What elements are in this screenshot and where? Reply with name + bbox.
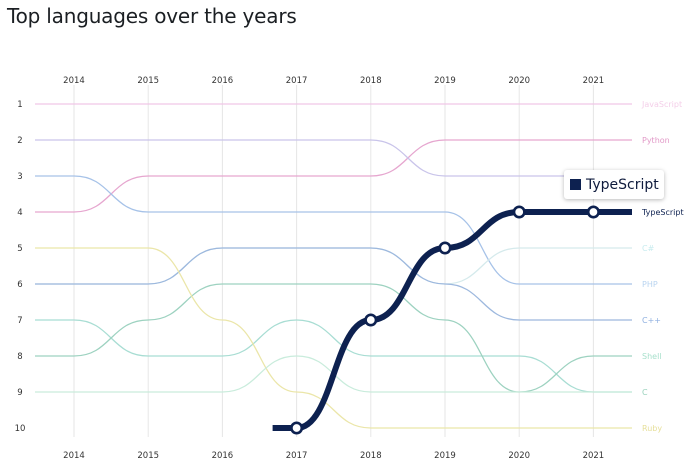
- y-tick-label: 2: [17, 136, 22, 146]
- x-tick-label-bottom: 2016: [212, 451, 234, 461]
- end-label: C#: [642, 244, 655, 253]
- x-tick-label-top: 2020: [508, 76, 530, 86]
- end-labels: JavaScript Python TypeScript C# PHP C++ Shell C…: [641, 100, 684, 433]
- series-typescript-line[interactable]: [272, 209, 632, 431]
- y-tick-label: 6: [17, 280, 22, 290]
- end-label: JavaScript: [641, 100, 682, 109]
- series-java-line[interactable]: [35, 139, 632, 177]
- tooltip-label: TypeScript: [586, 176, 659, 193]
- end-label: TypeScript: [641, 208, 684, 217]
- y-axis: 1 2 3 4 5 6 7 8 9 10: [15, 100, 26, 434]
- end-label: Shell: [642, 352, 662, 361]
- x-tick-label-top: 2019: [434, 76, 456, 86]
- x-tick-label-bottom: 2020: [508, 451, 530, 461]
- x-tick-label-top: 2016: [212, 76, 234, 86]
- x-tick-label-top: 2021: [583, 76, 605, 86]
- y-tick-label: 4: [17, 208, 22, 218]
- typescript-point[interactable]: [290, 421, 304, 435]
- series-php-line[interactable]: [35, 175, 632, 285]
- y-tick-label: 8: [17, 352, 22, 362]
- series-ruby-line[interactable]: [35, 247, 632, 429]
- x-tick-label-bottom: 2015: [137, 451, 159, 461]
- x-tick-label-top: 2014: [63, 76, 85, 86]
- y-tick-label: 10: [15, 424, 26, 434]
- series-python-line[interactable]: [35, 139, 632, 213]
- series-tooltip: TypeScript: [564, 170, 664, 199]
- x-tick-label-top: 2018: [360, 76, 382, 86]
- series-c--line[interactable]: [35, 247, 632, 285]
- y-tick-label: 1: [17, 100, 22, 110]
- series-objective-c-line[interactable]: [35, 355, 632, 393]
- x-tick-label-bottom: 2018: [360, 451, 382, 461]
- x-tick-label-top: 2017: [286, 76, 308, 86]
- end-label: C: [642, 388, 648, 397]
- series-shell-line[interactable]: [35, 319, 632, 393]
- end-label: C++: [642, 316, 661, 325]
- tooltip-swatch: [570, 179, 581, 190]
- series-lines[interactable]: [35, 103, 632, 431]
- typescript-point[interactable]: [438, 241, 452, 255]
- x-tick-label-bottom: 2019: [434, 451, 456, 461]
- x-tick-label-bottom: 2021: [583, 451, 605, 461]
- typescript-point[interactable]: [364, 313, 378, 327]
- highlight-markers[interactable]: [290, 205, 600, 435]
- y-tick-label: 7: [17, 316, 22, 326]
- x-axis-bottom: 2014 2015 2016 2017 2018 2019 2020 2021: [63, 451, 604, 461]
- series-c--line[interactable]: [35, 247, 632, 321]
- y-tick-label: 5: [17, 244, 22, 254]
- end-label: Ruby: [642, 424, 662, 433]
- y-tick-label: 3: [17, 172, 22, 182]
- x-tick-label-top: 2015: [137, 76, 159, 86]
- page-title: Top languages over the years: [7, 4, 297, 28]
- typescript-point[interactable]: [512, 205, 526, 219]
- grid: [73, 85, 594, 437]
- x-tick-label-bottom: 2017: [286, 451, 308, 461]
- y-tick-label: 9: [17, 388, 22, 398]
- x-axis-top: 2014 2015 2016 2017 2018 2019 2020 2021: [63, 76, 604, 86]
- typescript-point[interactable]: [586, 205, 600, 219]
- end-label: Python: [642, 136, 670, 145]
- x-tick-label-bottom: 2014: [63, 451, 85, 461]
- end-label: PHP: [642, 280, 658, 289]
